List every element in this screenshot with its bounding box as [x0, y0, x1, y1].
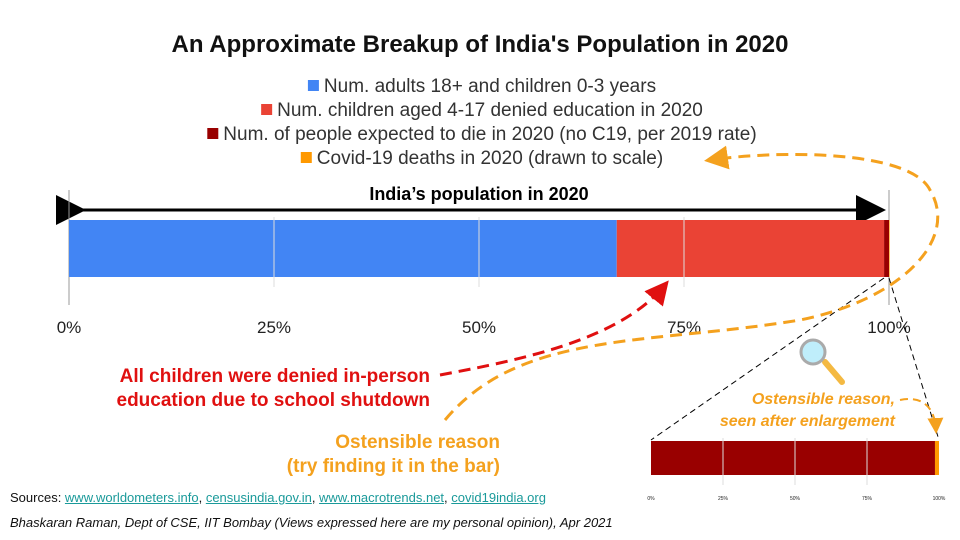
x-tick-label: 25%: [718, 496, 729, 502]
x-tick-label: 100%: [867, 318, 910, 337]
legend-label: Num. of people expected to die in 2020 (…: [223, 124, 756, 145]
legend-label: Num. children aged 4-17 denied education…: [277, 100, 703, 121]
sources-label: Sources:: [10, 490, 65, 505]
chart-title: An Approximate Breakup of India's Popula…: [172, 31, 789, 58]
enlarged-annotation: Ostensible reason, seen after enlargement: [720, 391, 896, 430]
sources: Sources: www.worldometers.info, censusin…: [10, 490, 546, 505]
children-arrow: [439, 280, 669, 377]
inset-x-ticks: 0% 25% 50% 75% 100%: [647, 438, 946, 502]
zoom-guide-line: [650, 277, 885, 441]
bar-segment: [651, 441, 935, 475]
reason-arrow: [443, 145, 940, 421]
children-annotation: All children were denied in-person educat…: [117, 366, 431, 411]
bar-label: India’s population in 2020: [369, 184, 588, 204]
x-tick-label: 100%: [933, 496, 946, 502]
x-tick-label: 0%: [647, 496, 655, 502]
x-tick-label: 50%: [790, 496, 801, 502]
legend-swatch: [207, 128, 219, 139]
legend-label: Covid-19 deaths in 2020 (drawn to scale): [317, 148, 663, 169]
bar-segment: [884, 220, 889, 277]
legend-swatch: [261, 104, 273, 115]
bar-segment: [69, 220, 617, 277]
zoom-guide-line: [888, 277, 940, 441]
bar-segment: [889, 220, 890, 277]
source-link[interactable]: www.worldometers.info: [64, 490, 199, 505]
credit: Bhaskaran Raman, Dept of CSE, IIT Bombay…: [10, 515, 613, 530]
bar-segment: [616, 220, 885, 277]
source-link[interactable]: www.macrotrends.net: [319, 490, 445, 505]
main-bar: [69, 220, 890, 277]
source-link[interactable]: censusindia.gov.in: [205, 490, 312, 505]
bar-segment: [934, 441, 939, 475]
x-tick-label: 0%: [57, 318, 82, 337]
x-tick-label: 50%: [462, 318, 496, 337]
legend-swatch: [307, 80, 319, 91]
main-x-ticks: 0% 25% 50% 75% 100%: [57, 217, 911, 337]
magnifier-icon: [799, 338, 845, 385]
inset-bar: [651, 441, 939, 475]
legend: Num. adults 18+ and children 0-3 years Nu…: [207, 76, 757, 169]
x-tick-label: 75%: [862, 496, 873, 502]
x-tick-label: 25%: [257, 318, 291, 337]
legend-swatch: [300, 152, 312, 163]
reason-annotation: Ostensible reason (try finding it in the …: [287, 432, 500, 477]
source-link[interactable]: covid19india.org: [451, 490, 546, 505]
legend-label: Num. adults 18+ and children 0-3 years: [324, 76, 656, 97]
enlarged-arrow: [899, 398, 944, 434]
